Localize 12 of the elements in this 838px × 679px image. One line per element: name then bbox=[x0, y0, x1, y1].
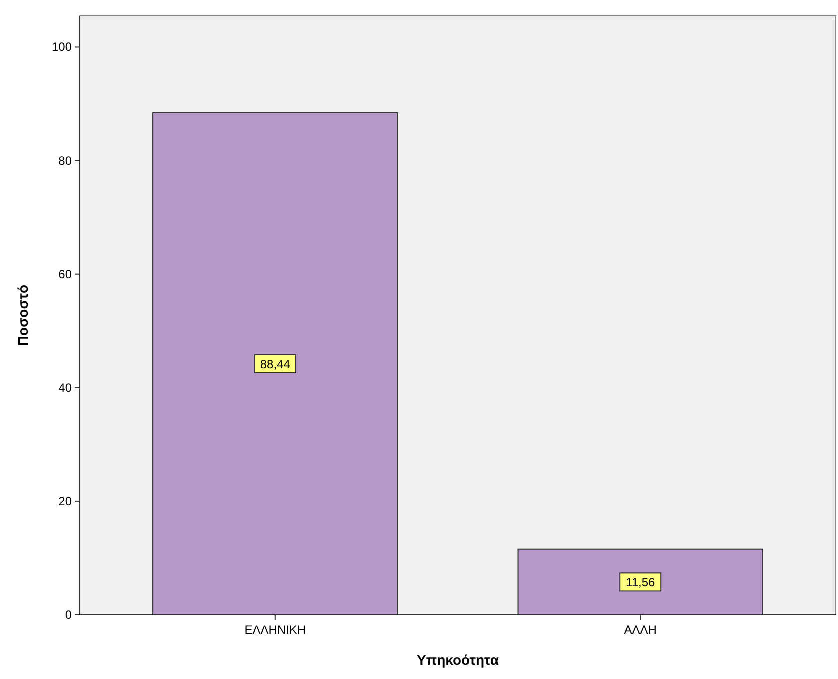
y-tick-label: 80 bbox=[58, 154, 72, 168]
x-axis-title: Υπηκοότητα bbox=[417, 652, 500, 668]
x-tick-label: ΑΛΛΗ bbox=[624, 623, 657, 637]
y-tick-label: 100 bbox=[52, 40, 72, 54]
y-tick-label: 40 bbox=[58, 380, 72, 395]
data-label: 88,44 bbox=[260, 357, 291, 372]
y-tick-label: 20 bbox=[58, 494, 72, 508]
y-tick-label: 0 bbox=[65, 608, 72, 622]
y-axis-title: Ποσοστό bbox=[15, 284, 31, 346]
data-label: 11,56 bbox=[626, 576, 656, 590]
x-tick-label: ΕΛΛΗΝΙΚΗ bbox=[244, 623, 306, 637]
y-tick-label: 60 bbox=[58, 267, 72, 282]
